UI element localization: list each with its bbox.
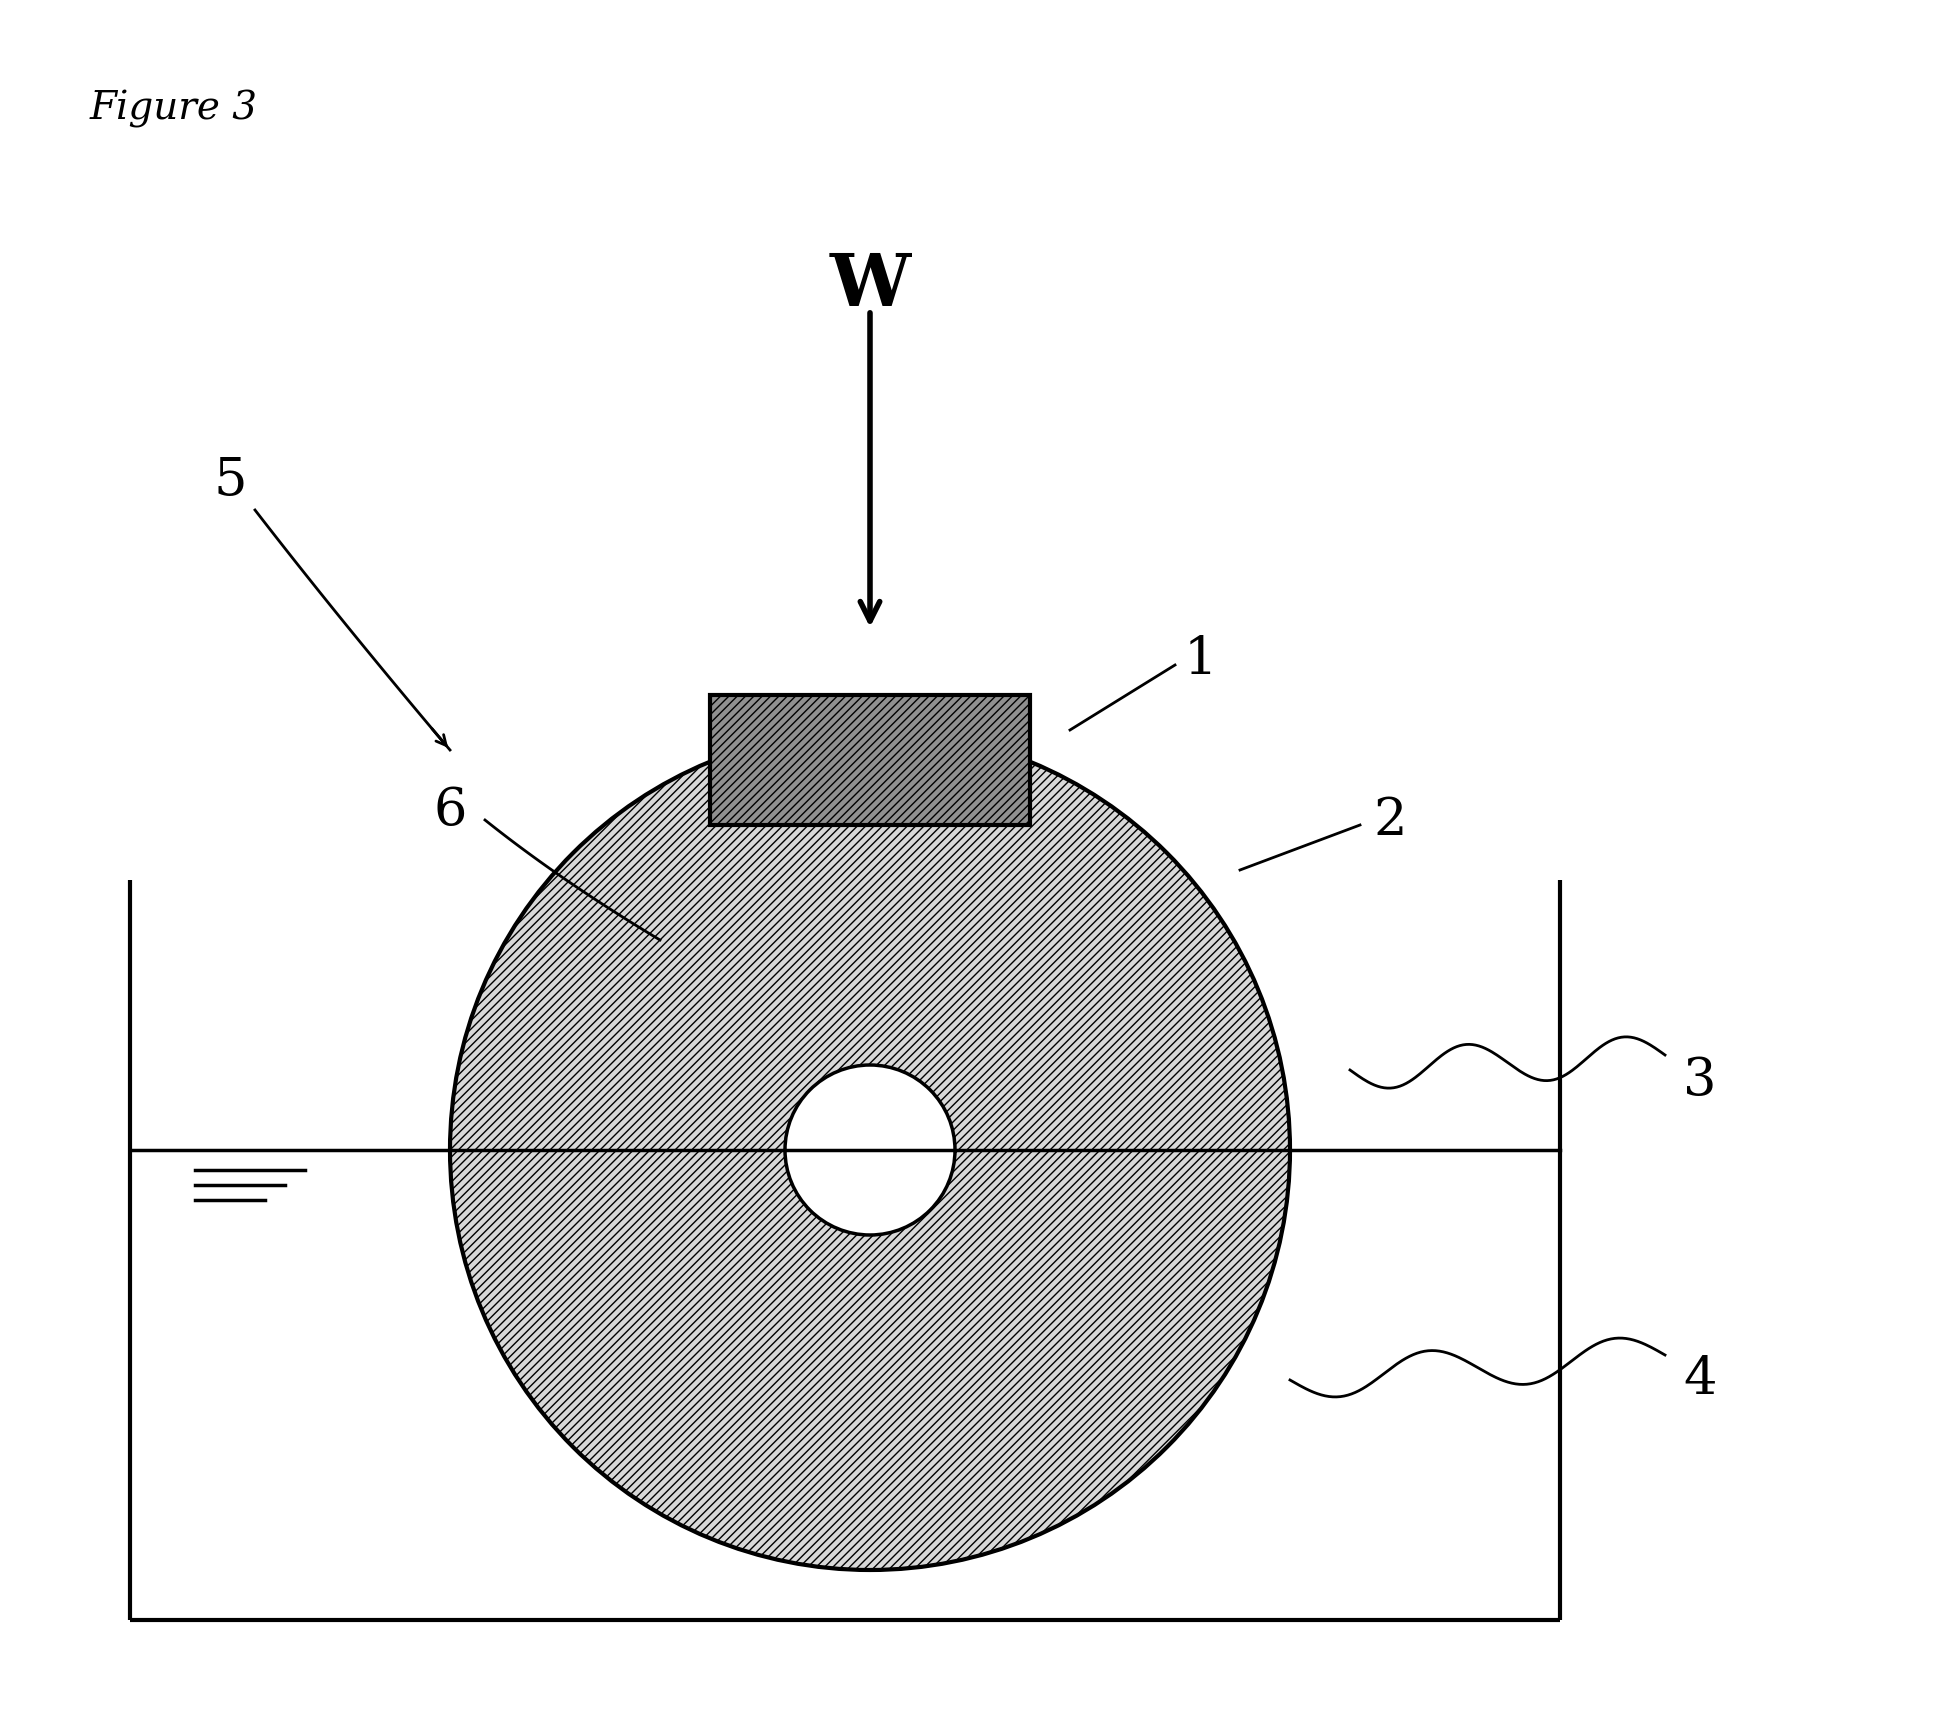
Text: 3: 3 (1684, 1055, 1717, 1106)
Text: 4: 4 (1684, 1354, 1717, 1406)
Text: W: W (829, 250, 911, 322)
Text: Figure 3: Figure 3 (90, 91, 259, 128)
Circle shape (786, 1065, 955, 1234)
Text: 1: 1 (1184, 635, 1217, 685)
Circle shape (451, 729, 1290, 1570)
Bar (710, 695, 1031, 825)
Text: 5: 5 (214, 454, 247, 505)
Text: 6: 6 (433, 784, 466, 835)
Text: 2: 2 (1374, 794, 1407, 846)
